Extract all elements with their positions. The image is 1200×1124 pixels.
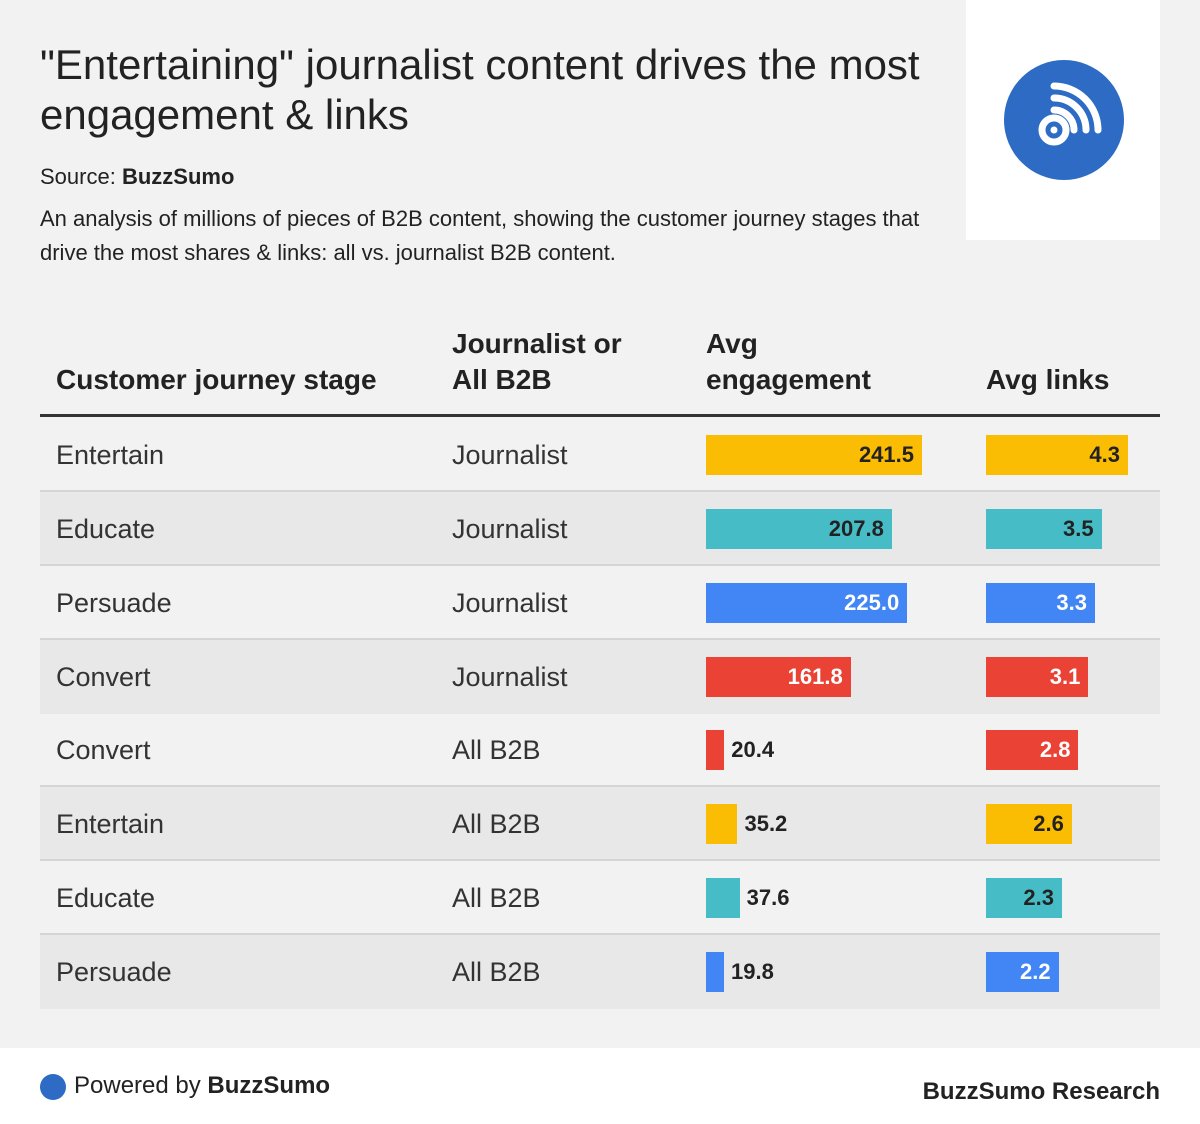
links-bar <box>986 435 1128 475</box>
logo-panel <box>966 0 1160 240</box>
chart-title: "Entertaining" journalist content drives… <box>40 41 920 138</box>
engagement-value: 35.2 <box>744 811 788 836</box>
table-row: Entertain All B2B 35.2 2.6 <box>40 787 1160 861</box>
row-separator <box>40 859 1160 861</box>
group-cell: Journalist <box>452 514 568 544</box>
engagement-bar <box>706 435 922 475</box>
research-credit: BuzzSumo Research <box>922 1078 1160 1105</box>
group-cell: All B2B <box>452 957 541 987</box>
group-cell: Journalist <box>452 440 568 470</box>
table-row: Entertain Journalist 241.5 4.3 <box>40 418 1160 492</box>
group-cell: All B2B <box>452 809 541 839</box>
engagement-value: 241.5 <box>858 442 914 467</box>
engagement-bar <box>706 583 908 623</box>
table-row: Educate Journalist 207.8 3.5 <box>40 492 1160 566</box>
stage-cell: Persuade <box>56 957 172 987</box>
links-bar <box>986 804 1072 844</box>
engagement-value: 225.0 <box>844 590 900 615</box>
column-header-stage: Customer journey stage <box>56 364 377 395</box>
powered-brand: BuzzSumo <box>207 1072 331 1099</box>
stage-cell: Entertain <box>56 809 165 839</box>
engagement-value: 207.8 <box>828 516 884 541</box>
table-row: Convert All B2B 20.4 2.8 <box>40 713 1160 787</box>
links-value: 3.3 <box>1056 590 1087 615</box>
source-label: Source: <box>40 164 116 189</box>
links-value: 2.2 <box>1020 959 1051 984</box>
engagement-bar <box>706 878 740 918</box>
row-separator <box>40 933 1160 935</box>
links-bar <box>986 583 1095 623</box>
links-value: 2.6 <box>1033 811 1064 836</box>
engagement-bar <box>706 730 725 770</box>
engagement-value: 20.4 <box>731 737 775 762</box>
engagement-bar <box>706 509 892 549</box>
row-separator <box>40 564 1160 566</box>
links-value: 3.1 <box>1049 664 1081 689</box>
links-value: 2.3 <box>1023 885 1054 910</box>
row-separator <box>40 490 1160 492</box>
powered-label: Powered by <box>74 1072 201 1099</box>
source-name: BuzzSumo <box>121 164 235 189</box>
links-bar <box>986 509 1102 549</box>
links-bar <box>986 730 1079 770</box>
engagement-bar <box>706 657 851 697</box>
table-row: Convert Journalist 161.8 3.1 <box>40 640 1160 714</box>
powered-by: Powered by BuzzSumo <box>74 1072 330 1100</box>
stage-cell: Entertain <box>56 440 165 470</box>
links-value: 4.3 <box>1089 442 1120 467</box>
group-cell: All B2B <box>452 883 541 913</box>
engagement-value: 161.8 <box>787 664 843 689</box>
links-bar <box>986 952 1059 992</box>
group-cell: All B2B <box>452 735 541 765</box>
buzzsumo-dot-icon <box>40 1074 66 1100</box>
source-line: Source: BuzzSumo <box>40 164 234 190</box>
links-value: 2.8 <box>1039 737 1071 762</box>
engagement-bar <box>706 804 738 844</box>
header-rule <box>40 414 1160 417</box>
stage-cell: Educate <box>56 514 156 544</box>
group-cell: Journalist <box>452 662 568 692</box>
row-separator <box>40 785 1160 787</box>
engagement-value: 37.6 <box>746 885 790 910</box>
table-row: Educate All B2B 37.6 2.3 <box>40 861 1160 935</box>
row-separator <box>40 638 1160 640</box>
stage-cell: Educate <box>56 883 156 913</box>
column-header-engagement: Avg engagement <box>706 328 871 395</box>
engagement-value: 19.8 <box>731 959 774 984</box>
chart-description: An analysis of millions of pieces of B2B… <box>40 206 920 265</box>
links-bar <box>986 657 1089 697</box>
table-row: Persuade All B2B 19.8 2.2 <box>40 935 1160 1009</box>
column-header-links: Avg links <box>986 364 1110 395</box>
buzzsumo-logo-icon <box>1004 60 1124 180</box>
links-bar <box>986 878 1062 918</box>
stage-cell: Convert <box>56 662 151 692</box>
column-header-group: Journalist or All B2B <box>452 328 622 395</box>
stage-cell: Persuade <box>56 588 172 618</box>
table-row: Persuade Journalist 225.0 3.3 <box>40 566 1160 640</box>
footer: Powered by BuzzSumo BuzzSumo Research <box>0 1048 1200 1124</box>
group-cell: Journalist <box>452 588 568 618</box>
stage-cell: Convert <box>56 735 151 765</box>
links-value: 3.5 <box>1062 516 1094 541</box>
engagement-bar <box>706 952 724 992</box>
